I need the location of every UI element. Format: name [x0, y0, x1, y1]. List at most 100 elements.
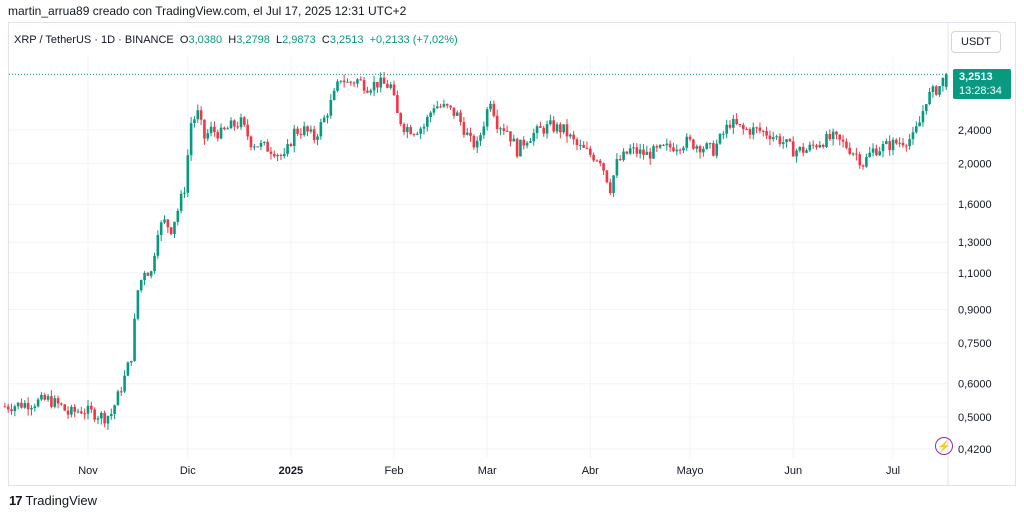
- candle-body: [263, 141, 266, 143]
- candle-body: [183, 192, 186, 194]
- candle-body: [329, 99, 333, 116]
- candle-body: [156, 235, 160, 256]
- candle-body: [356, 79, 359, 84]
- candle-body: [665, 143, 669, 146]
- candle-body: [698, 146, 702, 153]
- candle-body: [761, 130, 765, 132]
- candle-body: [266, 141, 269, 152]
- candle-body: [239, 117, 243, 128]
- candle-body: [116, 391, 120, 406]
- currency-button[interactable]: USDT: [951, 31, 1001, 53]
- candle-body: [662, 144, 665, 146]
- candle-body: [895, 139, 898, 144]
- candle-body: [389, 84, 393, 88]
- candle-body: [525, 142, 529, 146]
- candle-body: [80, 411, 83, 414]
- candle-body: [432, 108, 436, 113]
- candle-body: [808, 144, 812, 151]
- candle-body: [632, 147, 635, 149]
- candle-body: [532, 133, 536, 142]
- candle-body: [209, 126, 213, 134]
- x-tick-label: Dic: [180, 465, 196, 477]
- candle-body: [409, 127, 412, 135]
- candle-body: [166, 219, 170, 228]
- candle-body: [898, 142, 901, 144]
- candle-body: [425, 116, 429, 127]
- candle-body: [429, 112, 432, 117]
- candle-body: [549, 120, 552, 125]
- candle-body: [944, 74, 948, 87]
- candle-body: [825, 133, 828, 147]
- candle-body: [13, 406, 17, 412]
- chart-frame: [8, 22, 1016, 486]
- candle-body: [442, 104, 446, 107]
- candle-body: [905, 145, 908, 147]
- candle-body: [522, 139, 526, 146]
- candle-body: [169, 227, 173, 235]
- candle-body: [858, 154, 862, 166]
- candle-body: [642, 149, 645, 155]
- candle-body: [109, 414, 113, 417]
- candle-body: [838, 134, 842, 140]
- symbol-legend[interactable]: XRP / TetherUS · 1D · BINANCE O3,0380 H3…: [14, 34, 458, 46]
- candle-body: [465, 132, 469, 135]
- candle-body: [326, 115, 329, 118]
- candle-body: [213, 126, 216, 133]
- candle-body: [502, 128, 506, 131]
- candle-body: [785, 139, 788, 143]
- tradingview-logo[interactable]: 17 TradingView: [9, 493, 97, 508]
- candle-body: [579, 144, 582, 146]
- candle-body: [712, 143, 715, 156]
- candle-body: [685, 136, 689, 148]
- candle-body: [83, 413, 86, 415]
- candle-body: [552, 120, 556, 132]
- candle-body: [372, 81, 376, 91]
- candle-body: [469, 132, 472, 136]
- candle-body: [336, 81, 339, 91]
- candle-body: [675, 149, 679, 152]
- y-tick-label: 1,6000: [958, 199, 992, 211]
- candle-body: [934, 86, 938, 95]
- candle-body: [233, 120, 236, 127]
- candle-body: [219, 127, 223, 139]
- candle-body: [419, 128, 422, 134]
- candle-body: [695, 146, 699, 149]
- y-tick-label: 0,5000: [958, 412, 992, 424]
- candle-body: [851, 153, 855, 155]
- candle-body: [43, 394, 47, 400]
- candle-body: [828, 133, 832, 140]
- candle-body: [30, 407, 33, 410]
- candle-body: [376, 81, 379, 88]
- y-tick-label: 0,4200: [958, 444, 992, 456]
- candle-body: [129, 360, 133, 363]
- candle-body: [292, 128, 296, 147]
- candle-body: [196, 110, 200, 120]
- candle-body: [379, 77, 383, 88]
- currency-label: USDT: [961, 36, 991, 48]
- y-tick-label: 1,3000: [958, 237, 992, 249]
- tradingview-logo-text: TradingView: [25, 493, 98, 508]
- candle-body: [153, 255, 156, 272]
- candle-body: [738, 124, 742, 126]
- candle-body: [322, 117, 326, 123]
- candle-body: [33, 406, 37, 408]
- x-tick-label: Mayo: [677, 465, 704, 477]
- candle-body: [136, 290, 140, 319]
- tradingview-logo-icon: 17: [9, 493, 23, 508]
- candle-body: [765, 131, 768, 136]
- candle-body: [781, 142, 785, 145]
- candle-body: [885, 141, 888, 144]
- candle-body: [60, 403, 63, 405]
- candle-body: [103, 412, 106, 424]
- candle-body: [276, 155, 279, 157]
- candle-body: [891, 139, 895, 151]
- candle-body: [10, 409, 13, 412]
- close-value: 3,2513: [329, 34, 364, 46]
- candle-body: [615, 159, 619, 176]
- candle-body: [70, 406, 73, 415]
- lightning-icon[interactable]: ⚡: [935, 437, 953, 455]
- candle-body: [888, 141, 891, 151]
- candle-body: [499, 128, 502, 130]
- candle-body: [472, 135, 476, 148]
